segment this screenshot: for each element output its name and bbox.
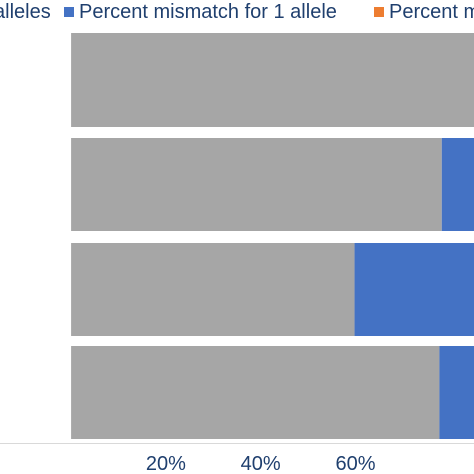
bar-segment-row4-series1 (71, 346, 440, 439)
legend-label-mismatch-1-allele: Percent mismatch for 1 allele (79, 1, 337, 23)
legend-label-mismatch: Percent m (389, 1, 474, 23)
legend-swatch-orange (374, 7, 384, 17)
bar-segment-row2-series1 (71, 138, 442, 231)
chart-legend: alleles Percent mismatch for 1 allele Pe… (0, 0, 474, 28)
legend-item-mismatch: Percent m (374, 0, 474, 24)
legend-swatch-blue (64, 7, 74, 17)
legend-item-alleles: alleles (0, 0, 51, 24)
bar-segment-row1-series1 (71, 33, 474, 127)
bar-segment-row3-series2 (354, 243, 474, 336)
bar-segment-row2-series2 (441, 138, 474, 231)
legend-label-alleles: alleles (0, 1, 51, 23)
bar-segment-row3-series1 (71, 243, 355, 336)
legend-item-mismatch-1-allele: Percent mismatch for 1 allele (64, 0, 337, 24)
x-tick-label: 40% (241, 453, 281, 474)
x-tick-label: 20% (146, 453, 186, 474)
bar-segment-row4-series2 (439, 346, 474, 439)
x-tick-label: 60% (335, 453, 375, 474)
